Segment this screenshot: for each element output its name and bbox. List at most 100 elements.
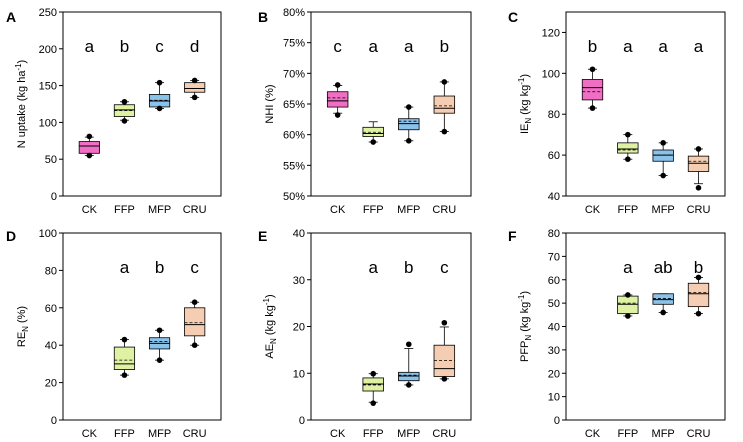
box-cru [184,307,206,337]
y-tick-label: 20 [548,368,560,380]
y-label-main: RE [16,332,28,347]
panel-d: D 0 20 40 60 80 100 REN (%) CK FFP a MFP b CRU c [6,228,222,440]
significance-letter: c [190,258,199,277]
box-mfp [652,149,674,162]
y-tick-label: 80 [548,228,560,240]
outlier-point [625,131,631,138]
y-label-sup: -1 [517,77,526,85]
box-cru [433,95,456,114]
outlier-point [370,400,377,406]
outlier-point [441,319,448,326]
outlier-point [405,104,412,110]
y-label-sup: -1 [262,297,271,305]
y-tick-label: 50 [45,154,57,166]
outlier-point [156,105,163,112]
y-tick-label: 20 [45,378,57,390]
y-tick-label: 0 [51,191,57,203]
y-tick-label: 60 [45,303,57,315]
panel-e: E 0 10 20 30 40 AEN (kg kg-1) CK FFP a MFP b CRU c [258,228,472,440]
x-tick-label: CK [330,204,346,216]
box-ffp [617,295,639,315]
y-axis-label: IEN (kg kg-1) [517,74,533,134]
y-label-sub: N [524,118,533,124]
panel-letter: D [6,228,16,244]
x-tick-label: CK [585,428,601,440]
significance-letter: ab [654,258,673,277]
y-label-main: N uptake (kg ha [16,70,28,149]
outlier-point [121,98,128,105]
significance-letter: a [658,37,668,56]
outlier-point [334,112,341,118]
y-tick-label: 60% [283,130,305,142]
significance-letter: b [155,258,164,277]
y-tick-label: 70 [548,251,560,263]
y-tick-label: 60 [548,275,560,287]
box-ffp [113,346,136,370]
y-axis-label: REN (%) [16,306,30,347]
outlier-point [625,156,631,162]
outlier-point [370,370,377,377]
significance-letter: a [623,258,633,277]
outlier-point [405,382,412,388]
y-tick-label: 55% [283,160,305,172]
outlier-point [121,118,128,124]
y-tick-label: 40 [293,228,305,240]
x-tick-label: MFP [148,428,171,440]
box-cru [184,82,206,93]
x-tick-label: MFP [397,204,420,216]
significance-letter: a [368,37,378,56]
outlier-point [334,82,341,88]
outlier-point [441,79,448,85]
y-tick-label: 0 [51,415,57,427]
y-label-sup: -1 [14,63,23,71]
x-tick-label: CK [330,428,346,440]
panel-c: C 40 60 80 100 120 IEN (kg kg-1) CK b FFP a MFP a CRU… [508,9,726,216]
outlier-point [695,185,702,191]
significance-letter: b [120,37,129,56]
significance-letter: a [120,258,130,277]
y-label-main: AE [264,344,276,359]
y-tick-label: 0 [299,415,305,427]
y-tick-label: 40 [548,322,560,334]
y-tick-label: 200 [39,44,57,56]
outlier-point [370,139,377,145]
significance-letter: a [368,258,378,277]
significance-letter: a [85,37,95,56]
outlier-point [695,310,702,317]
y-label-suffix: ) [264,294,276,298]
outlier-point [625,292,631,298]
plot-frame [565,11,726,197]
y-tick-label: 80 [45,265,57,277]
box-ffp [617,142,639,154]
y-tick-label: 40 [548,191,560,203]
y-tick-label: 10 [293,368,305,380]
panel-b: B 50% 55% 60% 65% 70% 75% 80% NHI (%) CK c FFP a MFP a… [258,7,472,216]
x-tick-label: CRU [183,428,207,440]
y-tick-label: 100 [39,117,57,129]
y-label-suffix: ) [519,291,531,295]
outlier-point [156,327,163,334]
y-tick-label: 50 [548,298,560,310]
box-ck [78,141,100,154]
outlier-point [86,133,93,140]
x-tick-label: CRU [687,428,711,440]
y-axis-label: NHI (%) [264,84,276,123]
outlier-point [660,309,666,316]
outlier-point [589,66,596,73]
x-tick-label: FFP [363,428,384,440]
outlier-point [405,341,412,348]
x-tick-label: CRU [687,204,711,216]
panel-letter: E [258,228,267,244]
plot-frame [62,232,222,421]
outlier-point [441,376,448,382]
y-axis-label: AEN (kg kg-1) [262,294,278,358]
x-tick-label: MFP [652,428,675,440]
outlier-point [121,336,128,343]
y-tick-label: 0 [554,415,560,427]
outlier-point [191,77,198,84]
outlier-point [191,94,198,101]
panel-letter: C [508,9,518,25]
y-tick-label: 100 [542,68,560,80]
y-label-main: IE [519,124,531,134]
